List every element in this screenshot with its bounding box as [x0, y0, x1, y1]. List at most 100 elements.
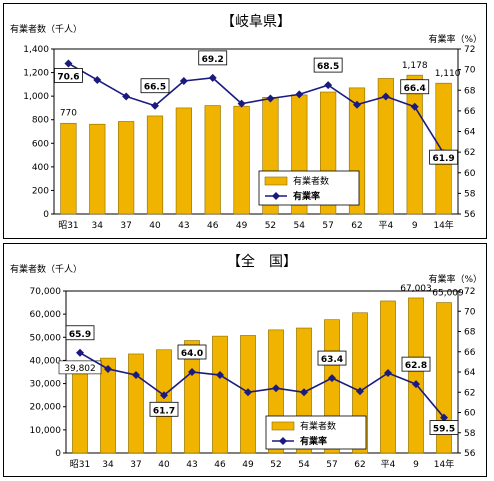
rate-value-label: 62.8 — [405, 361, 427, 371]
rate-value-label: 61.9 — [432, 154, 454, 164]
y-tick-label: 30,000 — [30, 380, 62, 390]
rate-value-label: 63.4 — [321, 355, 343, 365]
y2-tick-label: 56 — [464, 210, 476, 220]
x-tick-label: 40 — [158, 460, 170, 470]
x-tick-label: 40 — [149, 221, 161, 231]
bar-13 — [436, 302, 452, 454]
bar-3 — [156, 349, 172, 454]
bar-12 — [408, 297, 424, 454]
chart-title: 【岐阜県】 — [221, 13, 291, 30]
x-tick-label: 昭31 — [58, 220, 78, 231]
gifu-chart: 【岐阜県】有業者数（千人） 有業率（%） 0 200 400 600 800 1,000 1,2… — [10, 13, 482, 231]
rate-marker-7 — [272, 384, 280, 393]
y-tick-label: 1,400 — [23, 45, 49, 55]
bar-13 — [435, 82, 452, 215]
y2-tick-label: 70 — [464, 307, 476, 317]
bar-6 — [233, 105, 250, 215]
x-tick-label: 52 — [270, 460, 281, 470]
y-tick-label: 600 — [32, 139, 49, 149]
y-tick-label: 0 — [55, 449, 61, 459]
bar-5 — [212, 335, 228, 454]
legend-line-marker — [272, 192, 280, 200]
x-tick-label: 9 — [412, 221, 418, 231]
rate-marker-12 — [410, 102, 419, 111]
y2-axis-label: 有業率（%） — [428, 33, 482, 45]
rate-marker-5 — [216, 371, 224, 380]
y2-tick-label: 60 — [464, 409, 476, 419]
bar-4 — [184, 340, 200, 454]
rate-marker-5 — [208, 73, 217, 82]
rate-marker-0 — [64, 59, 73, 68]
y-tick-label: 20,000 — [30, 403, 62, 413]
y2-tick-label: 70 — [464, 66, 476, 76]
legend-bar-label: 有業者数 — [300, 420, 336, 432]
y2-tick-label: 68 — [464, 86, 476, 96]
rate-value-label: 65.9 — [69, 330, 91, 340]
y-tick-label: 200 — [32, 186, 49, 196]
x-tick-label: 43 — [186, 460, 197, 470]
rate-marker-11 — [384, 369, 392, 378]
x-tick-label: 54 — [298, 460, 310, 470]
y2-tick-label: 58 — [464, 189, 476, 199]
y2-axis-label: 有業率（%） — [428, 273, 482, 285]
bar-value-label: 65,009 — [432, 289, 464, 299]
x-tick-label: 34 — [102, 460, 114, 470]
rate-marker-1 — [104, 364, 112, 373]
national-chart-panel: 【全 国】 有業者数（千人） 有業率（%） 0 10,000 20,000 30,000 40… — [3, 243, 487, 477]
bar-12 — [406, 74, 423, 215]
y-tick-label: 1,200 — [23, 69, 49, 79]
x-tick-label: 54 — [294, 221, 306, 231]
rate-marker-6 — [244, 388, 252, 397]
y2-tick-label: 58 — [464, 429, 476, 439]
rate-label-box — [401, 356, 431, 372]
rate-marker-10 — [353, 100, 361, 109]
rate-value-label: 64.0 — [181, 349, 203, 359]
rate-marker-8 — [300, 388, 308, 397]
bar-1 — [100, 357, 116, 454]
x-tick-label: 14年 — [434, 458, 454, 470]
rate-line — [79, 352, 445, 419]
rate-marker-7 — [266, 94, 275, 103]
y2-tick-label: 60 — [464, 169, 476, 179]
y-tick-label: 40,000 — [30, 356, 62, 366]
rate-label-box — [54, 68, 83, 83]
national-chart: 【全 国】有業者数（千人） 有業率（%） 0 10,000 20,000 30,000 40… — [10, 253, 482, 470]
bar-value-label: 67,003 — [400, 284, 432, 294]
rate-marker-0 — [76, 348, 84, 357]
rate-label-box — [149, 401, 179, 417]
rate-label-box — [177, 344, 207, 360]
legend-line-label: 有業率 — [300, 435, 327, 447]
plot-frame — [53, 48, 459, 215]
rate-marker-9 — [324, 81, 333, 90]
rate-label-box — [400, 79, 430, 95]
bar-4 — [175, 107, 192, 215]
x-tick-label: 37 — [120, 221, 131, 231]
chart-title: 【全 国】 — [227, 253, 297, 270]
y2-tick-label: 68 — [464, 328, 476, 338]
x-tick-label: 52 — [265, 221, 276, 231]
legend-line-marker — [279, 437, 287, 445]
x-tick-label: 34 — [92, 221, 104, 231]
x-tick-label: 平4 — [378, 220, 393, 231]
y2-tick-label: 56 — [464, 449, 476, 459]
x-tick-label: 平4 — [381, 459, 396, 470]
rate-value-label: 66.4 — [404, 84, 426, 94]
rate-value-label: 66.5 — [144, 83, 166, 93]
x-tick-label: 14年 — [433, 219, 453, 231]
y-axis-label: 有業者数（千人） — [10, 23, 82, 35]
legend-bar-swatch — [271, 421, 295, 431]
y2-tick-label: 66 — [464, 107, 476, 117]
rate-value-label: 61.7 — [153, 406, 175, 416]
rate-label-box — [65, 325, 95, 341]
rate-label-box — [429, 420, 459, 435]
rate-value-label: 59.5 — [433, 425, 455, 435]
legend-line-label: 有業率 — [293, 190, 320, 202]
y2-tick-label: 64 — [464, 128, 476, 138]
rate-marker-9 — [328, 374, 336, 383]
rate-label-box — [198, 50, 228, 66]
rate-value-label: 70.6 — [57, 72, 79, 82]
x-tick-label: 57 — [322, 221, 333, 231]
bar-2 — [128, 353, 144, 454]
bar-1 — [89, 123, 106, 215]
x-tick-label: 9 — [413, 460, 419, 470]
